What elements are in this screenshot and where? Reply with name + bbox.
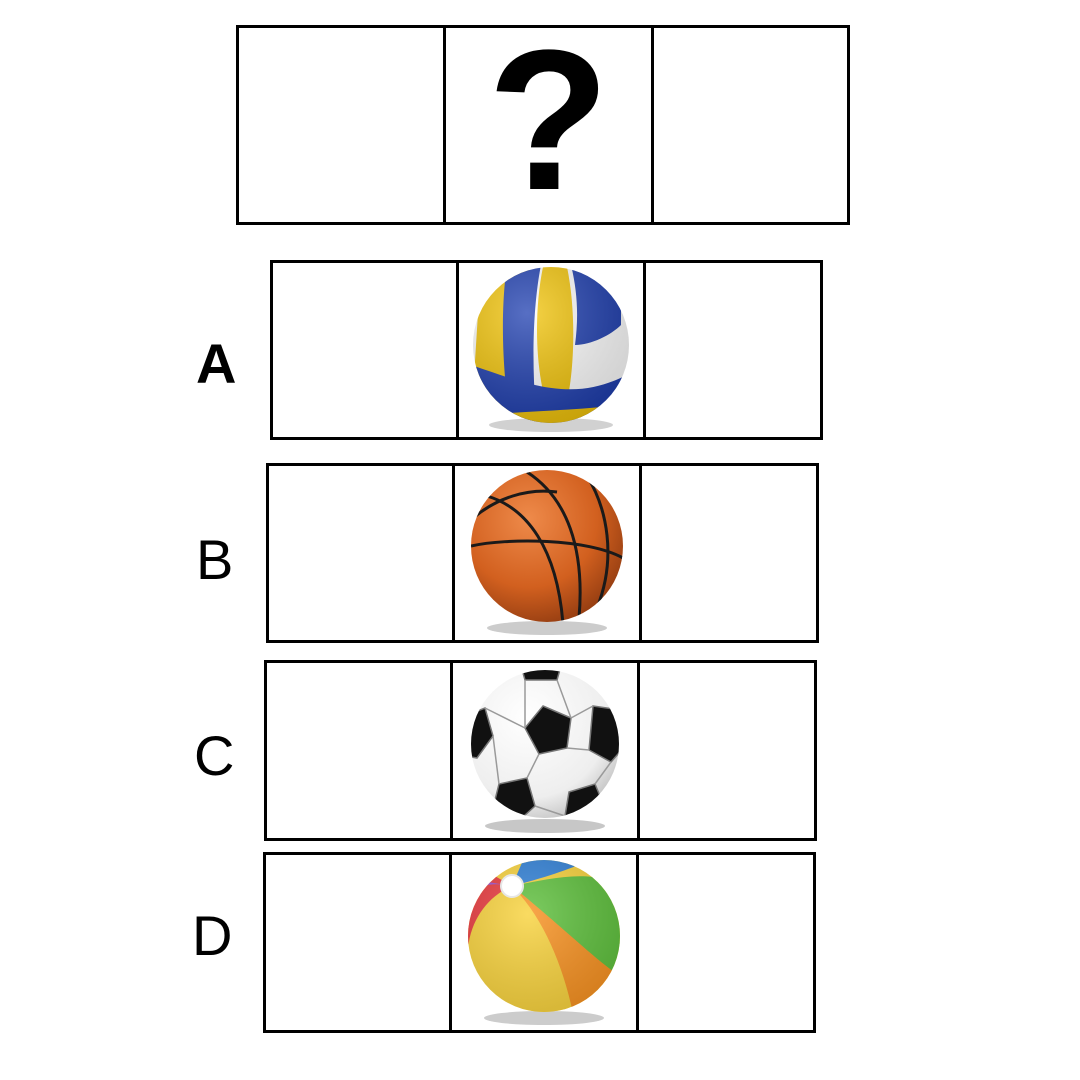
option-c-label: C — [194, 724, 235, 787]
option-a-strip[interactable] — [270, 260, 823, 440]
volleyball-icon — [473, 267, 629, 432]
option-c-cell-middle — [450, 663, 637, 838]
option-a-cell-left — [273, 263, 456, 437]
basketball-icon — [471, 470, 623, 635]
option-c-cell-left — [267, 663, 450, 838]
option-a-cell-middle — [456, 263, 643, 437]
option-d-cell-right — [636, 855, 813, 1030]
question-cell-right — [651, 28, 847, 222]
option-b-cell-left — [269, 466, 452, 640]
option-c-cell-right — [637, 663, 814, 838]
option-a-cell-right — [643, 263, 820, 437]
question-mark: ? — [487, 9, 610, 232]
option-d-cell-left — [266, 855, 449, 1030]
option-b-cell-right — [639, 466, 816, 640]
option-d-label: D — [192, 904, 233, 967]
option-a-label: A — [196, 332, 237, 395]
option-d-strip[interactable] — [263, 852, 816, 1033]
option-c-strip[interactable] — [264, 660, 817, 841]
option-b-strip[interactable] — [266, 463, 819, 643]
option-d-cell-middle — [449, 855, 636, 1030]
question-cell-middle: ? — [443, 21, 651, 222]
beach-ball-icon — [468, 859, 620, 1025]
soccer-ball-icon — [471, 669, 619, 833]
question-cell-left — [239, 28, 443, 222]
question-strip: ? — [236, 21, 850, 225]
option-b-label: B — [196, 528, 234, 591]
option-b-cell-middle — [452, 466, 639, 640]
